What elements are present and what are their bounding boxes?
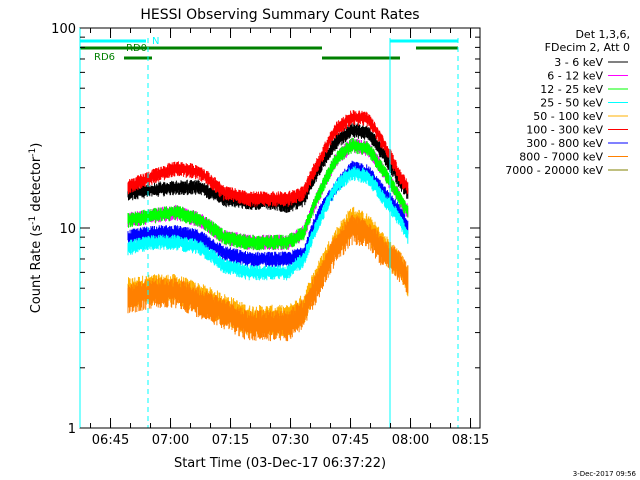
legend-label-7: 800 - 7000 keV [519,151,603,164]
axes-layer: 06:45 07:00 07:15 07:30 07:45 08:00 08:15 1 10 10… [51,22,489,448]
series-layer [127,110,409,342]
x-tick-label-2: 07:15 [212,433,249,448]
legend-header-1: FDecim 2, Att 0 [545,41,630,54]
y-axis-label: Count Rate (s-1 detector-1) [28,143,44,314]
legend-label-2: 12 - 25 keV [540,83,603,96]
flag-label-2: RD0 [126,43,147,54]
x-tick-label-6: 08:15 [452,433,489,448]
legend-label-4: 50 - 100 keV [533,110,603,123]
legend-label-5: 100 - 300 keV [526,124,603,137]
legend-label-6: 300 - 800 keV [526,137,603,150]
flag-label-4: RD6 [94,52,115,63]
flag-label-0: N [152,36,159,47]
y-tick-label-1: 10 [59,222,76,237]
x-tick-label-3: 07:30 [272,433,309,448]
series-800-7000kev [127,215,409,342]
footer-timestamp: 3-Dec-2017 09:56 [573,470,637,478]
legend-label-3: 25 - 50 keV [540,97,603,110]
series-100-300kev [127,110,409,207]
legend-label-8: 7000 - 20000 keV [505,164,603,177]
x-tick-label-1: 07:00 [152,433,189,448]
chart-title: HESSI Observing Summary Count Rates [140,7,419,23]
series-12-25kev [127,137,409,251]
x-tick-label-5: 08:00 [392,433,429,448]
legend-label-1: 6 - 12 keV [547,70,603,83]
flags-layer: N RD0 RD6 [80,36,458,63]
vlines-layer [147,38,459,428]
x-tick-label-4: 07:45 [332,433,369,448]
x-tick-label-0: 06:45 [92,433,129,448]
legend-label-0: 3 - 6 keV [554,56,603,69]
x-axis-label: Start Time (03-Dec-17 06:37:22) [174,456,386,471]
series-25-50kev [127,165,409,281]
y-tick-label-0: 1 [68,422,76,437]
y-tick-label-2: 100 [51,22,76,37]
legend-header-0: Det 1,3,6, [575,28,630,41]
